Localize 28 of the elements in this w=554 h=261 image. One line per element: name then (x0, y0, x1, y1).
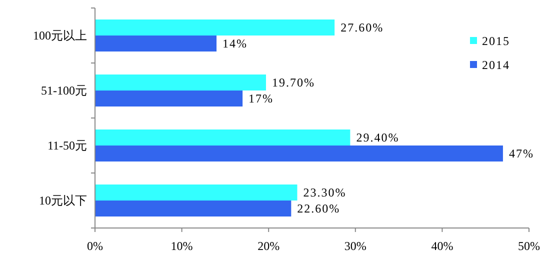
data-label: 17% (248, 92, 274, 106)
bar (95, 200, 292, 216)
data-label: 14% (222, 36, 248, 50)
data-label: 22.60% (297, 202, 340, 216)
bar (95, 146, 503, 162)
y-tick-label: 10元以下 (39, 194, 87, 208)
data-label: 23.30% (303, 186, 346, 200)
x-tick-label: 10% (170, 239, 193, 253)
y-tick-label: 51-100元 (41, 84, 87, 98)
x-tick-label: 30% (344, 239, 366, 253)
y-tick-label: 11-50元 (47, 138, 87, 152)
x-tick-label: 0% (87, 239, 103, 253)
y-tick-label: 100元以上 (33, 28, 87, 42)
data-label: 29.40% (356, 130, 400, 144)
bar (95, 74, 266, 90)
data-label: 19.70% (272, 76, 315, 90)
x-tick-label: 20% (258, 239, 280, 253)
bar (95, 184, 298, 200)
x-tick-label: 50% (518, 239, 540, 253)
legend-label: 2015 (482, 34, 510, 48)
bar (95, 90, 243, 106)
bar (95, 20, 335, 36)
x-tick-label: 40% (431, 239, 454, 253)
bar (95, 36, 217, 52)
data-label: 47% (508, 146, 534, 160)
bar (95, 130, 350, 146)
data-label: 27.60% (340, 20, 384, 34)
legend-label: 2014 (482, 58, 510, 72)
